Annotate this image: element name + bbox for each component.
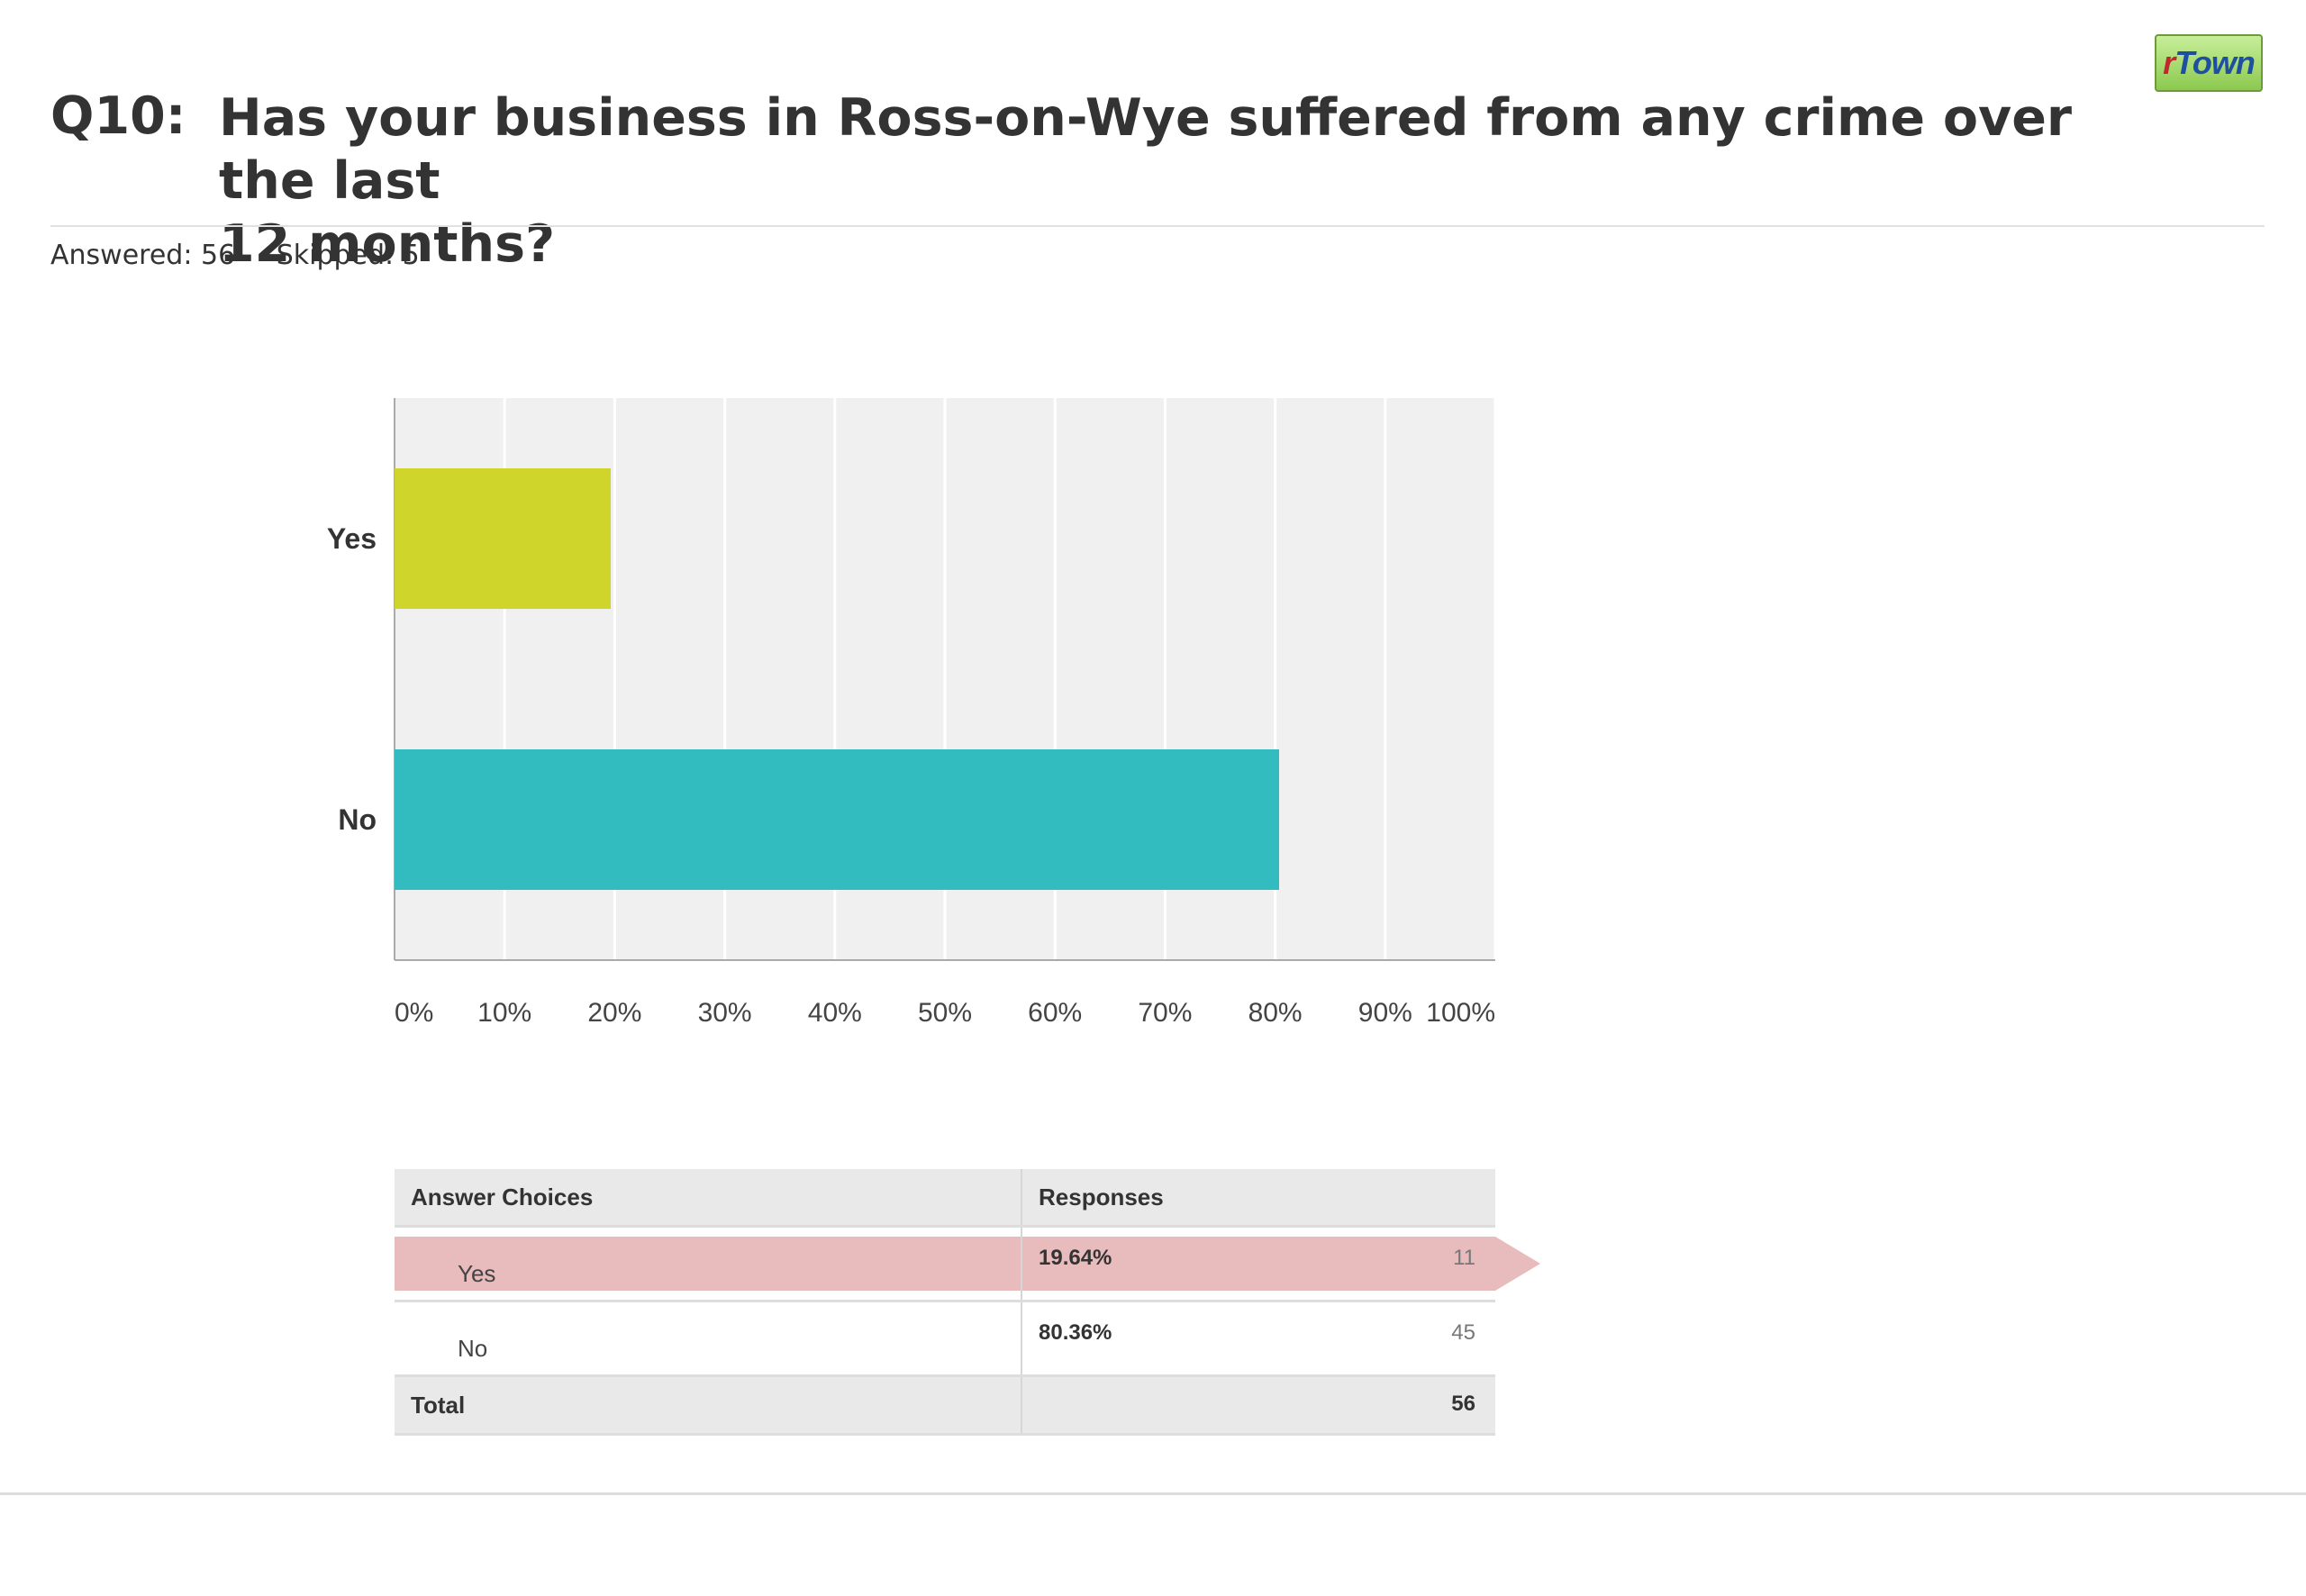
x-tick-label: 70% (1138, 998, 1192, 1028)
responses-table: Answer Choices Responses Yes 19.64% 11 N… (395, 1169, 1540, 1436)
header-responses: Responses (1039, 1183, 1164, 1211)
response-stats: Answered: 56 Skipped: 5 (50, 240, 452, 271)
question-title-line-2: 12 months? (219, 214, 556, 274)
table-total-row: Total 56 (395, 1377, 1495, 1436)
header-answer-choices: Answer Choices (411, 1183, 594, 1211)
rtown-logo: r Town (2155, 34, 2263, 92)
response-percent: 80.36% (1039, 1320, 1112, 1345)
question-title: Has your business in Ross-on-Wye suffere… (219, 86, 2111, 276)
question-number: Q10: (50, 86, 186, 146)
response-percent: 19.64% (1039, 1246, 1112, 1270)
bar-chart: 0% 10% 20% 30% 40% 50% 60% 70% 80% 90% 100% Yes No (327, 398, 1497, 1028)
response-count: 11 (1453, 1246, 1475, 1270)
x-tick-label: 30% (698, 998, 752, 1028)
row-highlight-arrow (1495, 1237, 1540, 1291)
question-title-line-1: Has your business in Ross-on-Wye suffere… (219, 88, 2072, 211)
choice-label: No (458, 1335, 488, 1362)
response-count: 45 (1451, 1320, 1475, 1345)
bar-no (395, 749, 1279, 890)
x-tick-label: 40% (808, 998, 862, 1028)
answered-count: Answered: 56 (50, 240, 236, 271)
x-tick-label: 100% (1426, 998, 1495, 1028)
x-tick-label: 90% (1358, 998, 1412, 1028)
x-tick-label: 80% (1248, 998, 1303, 1028)
header-divider (50, 225, 2265, 227)
x-tick-label: 20% (587, 998, 641, 1028)
total-count: 56 (1451, 1392, 1475, 1416)
table-row-yes: Yes 19.64% 11 (395, 1228, 1540, 1302)
table-header-row: Answer Choices Responses (395, 1169, 1495, 1228)
footer-divider (0, 1492, 2306, 1495)
x-tick-label: 60% (1028, 998, 1082, 1028)
row-highlight (395, 1237, 1495, 1291)
skipped-count: Skipped: 5 (276, 240, 420, 271)
table-row-no: No 80.36% 45 (395, 1302, 1495, 1377)
y-category-label: No (338, 803, 377, 836)
x-tick-label: 10% (477, 998, 531, 1028)
x-tick-label: 50% (918, 998, 972, 1028)
x-tick-label: 0% (395, 998, 433, 1028)
y-category-label: Yes (327, 522, 377, 555)
choice-label: Yes (458, 1260, 496, 1287)
total-label: Total (411, 1391, 466, 1419)
bar-yes (395, 468, 612, 609)
